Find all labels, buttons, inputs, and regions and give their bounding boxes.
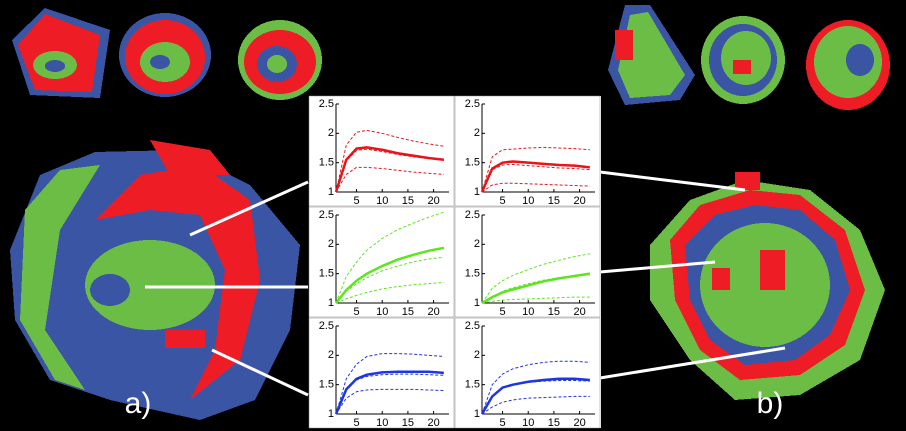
y-tick-label: 1.5 (465, 268, 480, 280)
x-tick-label: 20 (427, 417, 439, 429)
y-tick-label: 2.5 (465, 98, 480, 110)
x-tick-label: 5 (499, 417, 505, 429)
x-tick-label: 20 (427, 195, 439, 207)
x-tick-label: 5 (353, 306, 359, 318)
y-tick-label: 2.5 (465, 209, 480, 221)
x-tick-label: 20 (573, 195, 585, 207)
y-tick-label: 2.5 (465, 320, 480, 332)
x-tick-label: 5 (353, 195, 359, 207)
y-tick-label: 1 (474, 186, 480, 198)
y-tick-label: 2 (474, 127, 480, 139)
y-tick-label: 2 (474, 349, 480, 361)
y-tick-label: 2 (474, 238, 480, 250)
x-tick-label: 10 (522, 417, 534, 429)
y-tick-label: 1.5 (319, 268, 334, 280)
y-tick-label: 1.5 (319, 379, 334, 391)
x-tick-label: 20 (573, 417, 585, 429)
x-tick-label: 10 (376, 195, 388, 207)
y-tick-label: 2 (328, 349, 334, 361)
thumbnails-right (608, 5, 890, 110)
x-tick-label: 20 (573, 306, 585, 318)
x-tick-label: 10 (522, 306, 534, 318)
x-tick-label: 15 (548, 417, 560, 429)
x-tick-label: 15 (402, 306, 414, 318)
y-tick-label: 1 (474, 408, 480, 420)
x-tick-label: 10 (376, 306, 388, 318)
y-tick-label: 1 (328, 186, 334, 198)
x-tick-label: 15 (548, 306, 560, 318)
y-tick-label: 2.5 (319, 98, 334, 110)
x-tick-label: 10 (522, 195, 534, 207)
x-tick-label: 15 (402, 195, 414, 207)
x-tick-label: 5 (499, 195, 505, 207)
x-tick-label: 5 (499, 306, 505, 318)
y-tick-label: 1 (328, 297, 334, 309)
figure: a) b) 11.522.5510152011.522.5510152011.5… (0, 0, 906, 431)
x-tick-label: 10 (376, 417, 388, 429)
x-tick-label: 20 (427, 306, 439, 318)
x-tick-label: 15 (548, 195, 560, 207)
y-tick-label: 1.5 (319, 157, 334, 169)
y-tick-label: 2 (328, 127, 334, 139)
y-tick-label: 2.5 (319, 320, 334, 332)
x-tick-label: 5 (353, 417, 359, 429)
thumbnails-left (12, 8, 322, 100)
y-tick-label: 2.5 (319, 209, 334, 221)
y-tick-label: 1 (474, 297, 480, 309)
panel-label: a) (125, 387, 152, 420)
y-tick-label: 1.5 (465, 157, 480, 169)
x-tick-label: 15 (402, 417, 414, 429)
y-tick-label: 1.5 (465, 379, 480, 391)
y-tick-label: 2 (328, 238, 334, 250)
panel-label: b) (757, 387, 784, 420)
y-tick-label: 1 (328, 408, 334, 420)
